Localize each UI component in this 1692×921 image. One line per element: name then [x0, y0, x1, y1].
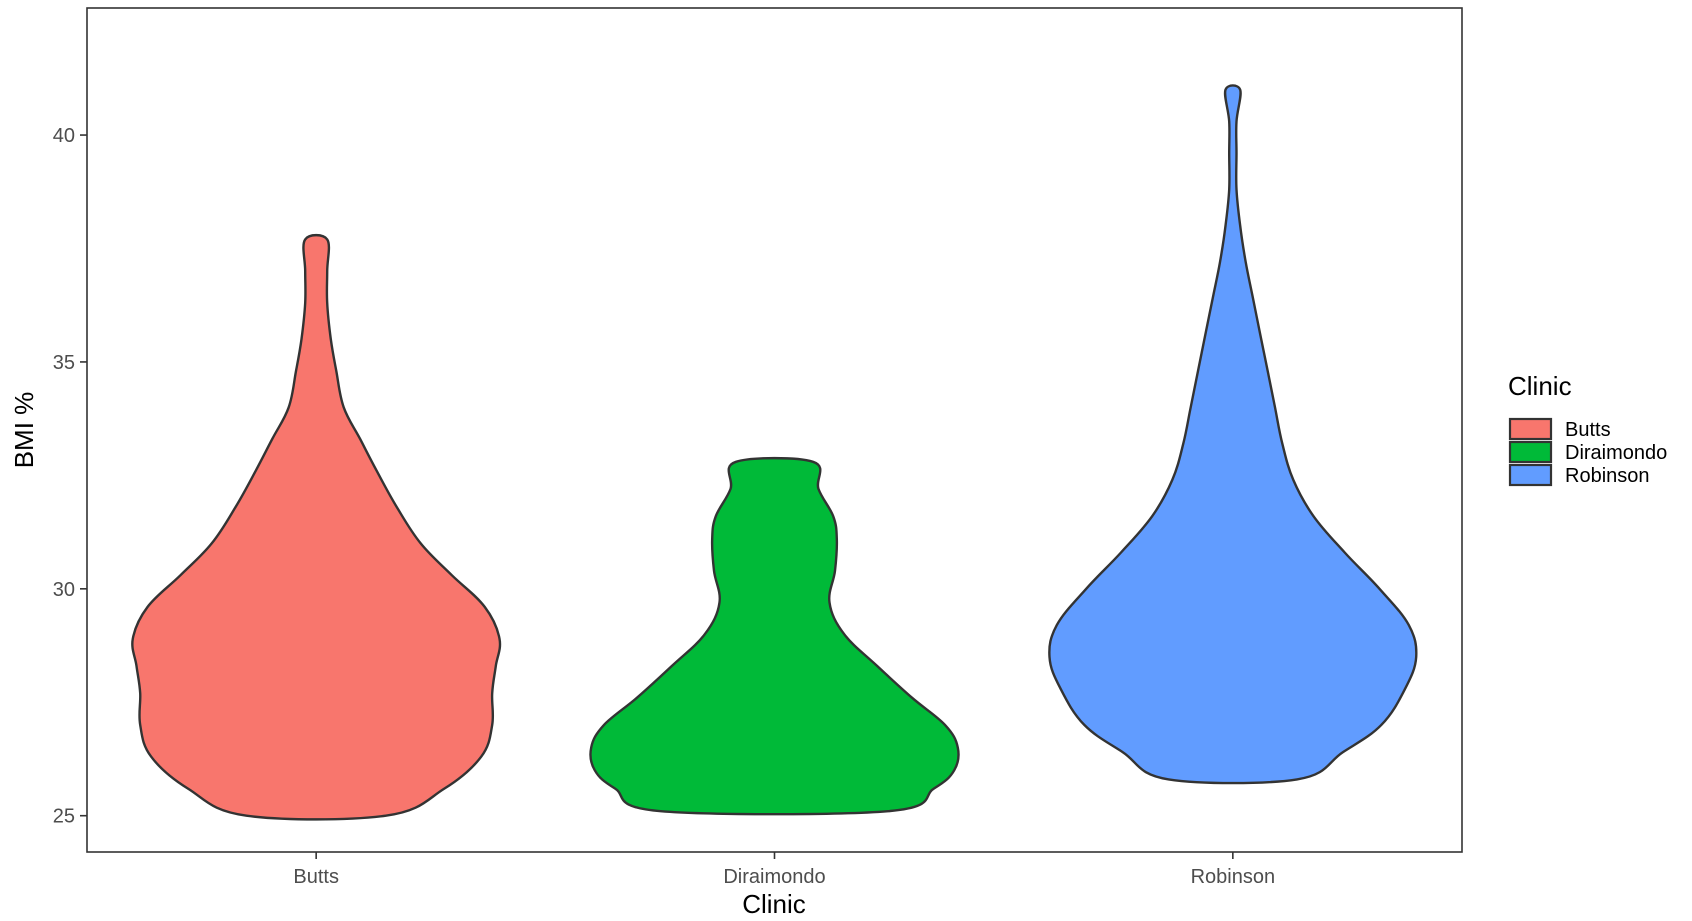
legend-label-robinson: Robinson: [1565, 465, 1650, 487]
legend-label-butts: Butts: [1565, 419, 1611, 441]
x-tick-label: Robinson: [1191, 866, 1276, 888]
violin-diraimondo: [589, 456, 960, 816]
legend-swatch-robinson: [1508, 463, 1553, 487]
violin-butts: [131, 233, 502, 821]
legend-title: Clinic: [1508, 371, 1572, 401]
y-tick-label: 40: [53, 125, 75, 147]
x-axis-title: Clinic: [742, 889, 806, 919]
x-tick-label: Butts: [293, 866, 339, 888]
y-axis-title: BMI %: [9, 392, 39, 469]
violin-robinson: [1048, 84, 1418, 785]
y-tick-label: 35: [53, 352, 75, 374]
legend-label-diraimondo: Diraimondo: [1565, 442, 1667, 464]
y-axis: 25 30 35 40: [53, 125, 87, 828]
y-tick-label: 25: [53, 806, 75, 828]
violin-layer: [131, 84, 1418, 821]
x-tick-label: Diraimondo: [723, 866, 825, 888]
y-tick-label: 30: [53, 579, 75, 601]
legend-swatch-butts: [1508, 417, 1553, 441]
x-axis: Butts Diraimondo Robinson: [293, 852, 1275, 888]
legend-swatch-diraimondo: [1508, 440, 1553, 464]
